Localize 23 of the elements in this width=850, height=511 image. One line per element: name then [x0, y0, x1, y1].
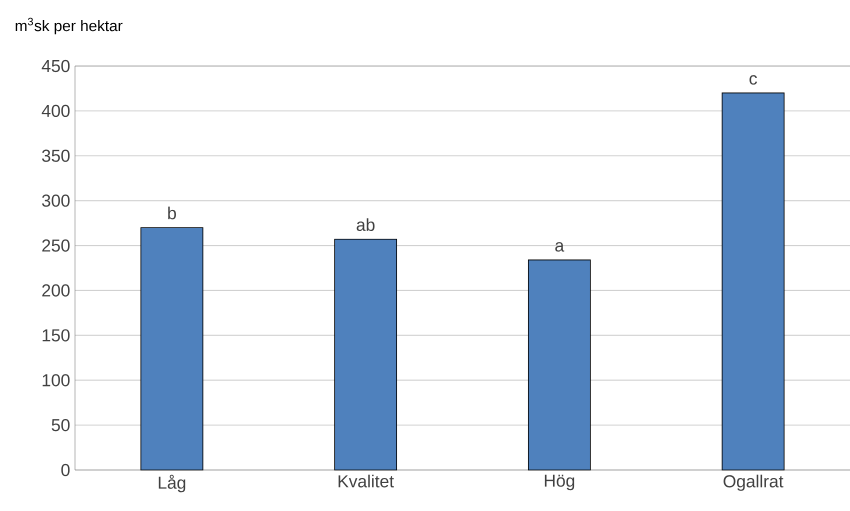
bar [528, 260, 591, 470]
y-tick-label: 150 [42, 329, 70, 342]
x-tick-label: Ogallrat [724, 474, 784, 491]
bar [334, 238, 398, 470]
bar [722, 92, 785, 470]
x-tick-label: Hög [544, 474, 574, 490]
x-tick-label: Kvalitet [338, 474, 394, 488]
y-tick-label: 300 [42, 194, 70, 207]
y-tick-label: 50 [52, 418, 70, 432]
y-tick-label: 450 [42, 60, 70, 72]
x-tick-label: Låg [158, 474, 186, 492]
y-axis-title: m$^{3}$sk per hektar [16, 18, 122, 34]
annotation: b [168, 206, 176, 220]
annotation: a [555, 242, 564, 252]
y-tick-label: 400 [42, 104, 70, 118]
y-tick-label: 0 [61, 464, 70, 476]
y-tick-label: 200 [42, 284, 70, 297]
annotation: ab [356, 218, 375, 232]
y-tick-label: 350 [42, 150, 70, 162]
y-tick-label: 250 [42, 239, 70, 252]
annotation: c [750, 75, 758, 85]
y-tick-label: 100 [42, 374, 70, 386]
bar [140, 227, 204, 470]
